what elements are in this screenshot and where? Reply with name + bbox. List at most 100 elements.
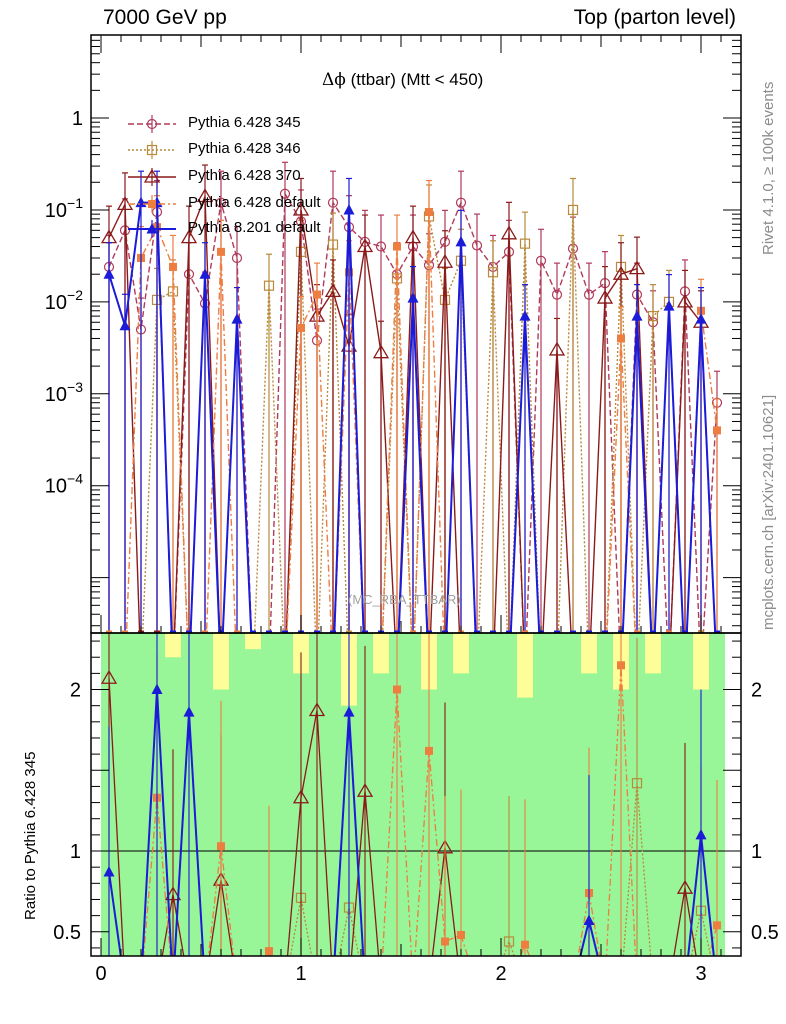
ratio-y-tick-label-right: 1 — [751, 841, 762, 863]
data-point-p370 — [596, 289, 614, 304]
ratio-y-tick-labels: 0.5 0.5 1 1 2 2 — [53, 680, 779, 944]
data-point-p8 — [343, 203, 355, 215]
ratio-y-tick-label-right: 2 — [751, 680, 762, 702]
ratio-point-p6def — [217, 842, 225, 851]
title-text: (ttbar) (Mtt < 450) — [345, 70, 484, 89]
data-point-p346 — [567, 204, 579, 216]
data-point-p370 — [548, 341, 566, 356]
data-point-p370 — [372, 344, 390, 359]
data-point-p6def — [169, 262, 177, 271]
x-tick-label: 1 — [295, 963, 306, 985]
ratio-y-ticks — [91, 640, 741, 949]
ratio-point-p370 — [356, 782, 374, 797]
data-point-p345 — [583, 289, 595, 300]
ratio-point-p346 — [631, 778, 643, 789]
data-point-p6def — [617, 334, 625, 343]
band-green-bin — [485, 633, 501, 956]
data-point-p345 — [215, 197, 227, 208]
data-point-p370 — [196, 188, 214, 203]
band-green-bin — [261, 633, 277, 956]
data-point-p8 — [103, 268, 115, 279]
ratio-line-p370 — [108, 678, 697, 956]
ratio-y-tick-label-right: 0.5 — [751, 922, 779, 944]
data-point-p8 — [455, 235, 467, 247]
ratio-point-p8 — [183, 706, 195, 717]
data-point-p345 — [471, 240, 483, 251]
legend-marker-p346 — [146, 144, 158, 156]
y-tick-label: 1 — [72, 108, 83, 130]
main-y-ticks — [91, 34, 741, 627]
band-green-bin — [405, 633, 421, 956]
band-green-bin — [597, 633, 613, 956]
ratio-point-p370 — [164, 886, 182, 901]
data-point-p6def — [297, 323, 305, 332]
legend-marker-p345 — [146, 118, 158, 130]
data-point-p8 — [519, 310, 531, 321]
data-point-p370 — [404, 229, 422, 244]
ratio-panel-frame — [90, 632, 742, 957]
data-point-p8 — [119, 319, 131, 331]
y-tick-exponent: −2 — [67, 287, 83, 303]
band-green-bin — [245, 649, 261, 956]
legend-label-p370: Pythia 6.428 370 — [188, 167, 301, 184]
ratio-point-p8 — [151, 683, 163, 695]
ratio-point-p6def — [441, 937, 449, 946]
main-panel-series — [100, 161, 723, 633]
y-tick-exponent: −4 — [67, 471, 83, 487]
data-point-p370 — [356, 238, 374, 253]
data-point-p6def — [313, 290, 321, 299]
data-point-p346 — [327, 239, 339, 250]
ratio-point-p6def — [393, 685, 401, 694]
data-point-p8 — [631, 310, 643, 321]
band-green-bin — [645, 673, 661, 956]
legend-label-p6def: Pythia 6.428 default — [188, 194, 321, 211]
data-point-p345 — [231, 252, 243, 264]
band-green-bin — [533, 633, 549, 956]
data-point-p8 — [199, 268, 211, 279]
ratio-point-p8 — [695, 828, 707, 840]
energy-label: 7000 GeV pp — [103, 6, 227, 29]
x-tick-label: 0 — [95, 963, 106, 985]
band-green-bin — [501, 633, 517, 956]
ratio-point-p6def — [713, 921, 721, 930]
legend-marker-p370 — [143, 168, 161, 183]
data-point-p370 — [292, 201, 310, 216]
band-green-bin — [565, 633, 581, 956]
data-point-p346 — [263, 280, 275, 291]
ratio-point-p370 — [100, 669, 118, 684]
ratio-point-p8 — [343, 706, 355, 717]
band-green-bin — [229, 633, 245, 956]
legend-label-p345: Pythia 6.428 345 — [188, 114, 301, 131]
ratio-y-axis-label: Ratio to Pythia 6.428 345 — [22, 751, 39, 920]
band-green-bin — [277, 633, 293, 956]
ratio-point-p6def — [457, 931, 465, 940]
data-point-p6def — [217, 247, 225, 256]
data-point-p6def — [425, 207, 433, 216]
y-tick-label: 10−2 — [45, 287, 83, 314]
analysis-watermark: (MC_RBA_TTBAR) — [348, 592, 461, 607]
data-point-p345 — [535, 255, 547, 266]
band-green-bin — [325, 633, 341, 956]
title-symbol: Δϕ — [322, 70, 346, 90]
data-point-p370 — [500, 225, 518, 240]
y-tick-exponent: −1 — [67, 195, 83, 211]
mcplots-label: mcplots.cern.ch [arXiv:2401.10621] — [760, 394, 777, 630]
y-tick-exponent: −3 — [67, 379, 83, 395]
data-point-p346 — [647, 311, 659, 322]
data-point-p370 — [628, 260, 646, 275]
x-tick-label: 2 — [495, 963, 506, 985]
band-green-bin — [133, 633, 149, 956]
data-point-p370 — [324, 283, 342, 298]
data-point-p370 — [180, 229, 198, 244]
data-point-p370 — [676, 293, 694, 308]
process-label: Top (parton level) — [573, 6, 736, 29]
data-point-p345 — [455, 197, 467, 208]
ratio-panel-series — [100, 633, 721, 956]
y-tick-label: 10−1 — [45, 195, 83, 222]
data-point-p345 — [327, 197, 339, 208]
data-point-p8 — [231, 313, 243, 324]
data-point-p346 — [519, 238, 531, 249]
legend — [128, 115, 176, 238]
data-point-p370 — [612, 265, 630, 280]
